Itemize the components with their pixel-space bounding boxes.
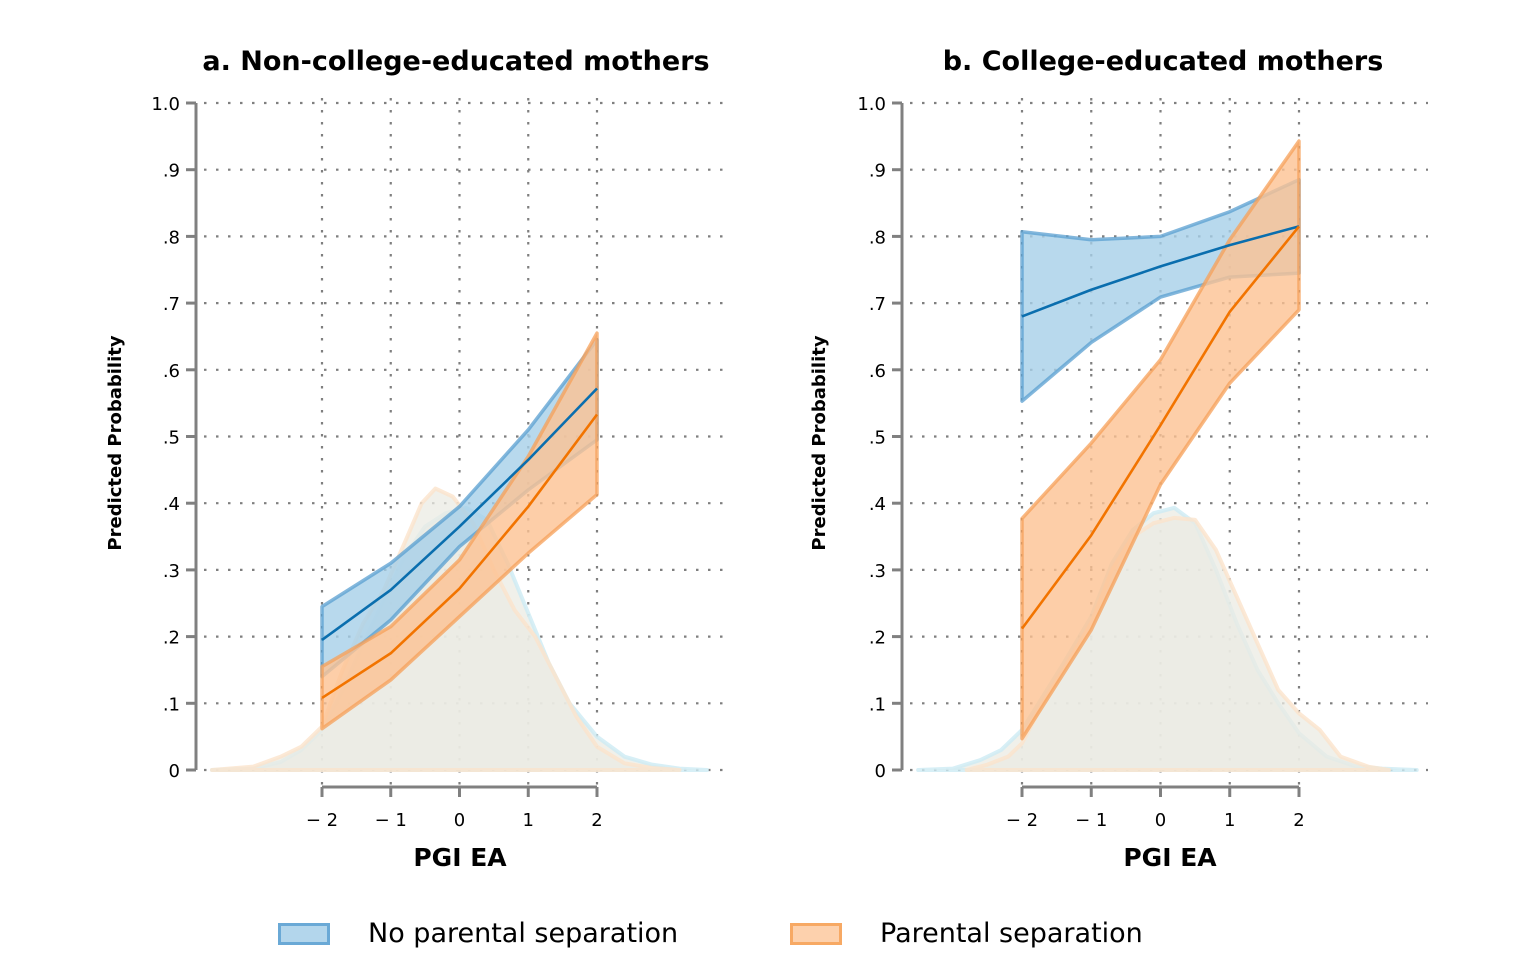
legend-item-no-separation: No parental separation xyxy=(278,918,678,949)
legend-label-no-separation: No parental separation xyxy=(368,918,679,949)
x-tick-label: − 1 xyxy=(1075,810,1107,831)
x-tick-label: − 1 xyxy=(375,810,407,831)
panel-b-density xyxy=(916,505,1419,772)
ci-band-sep xyxy=(1020,139,1301,741)
legend-swatch-no-separation xyxy=(278,922,330,945)
panel-a-lines xyxy=(321,387,599,700)
panel-b-y-axis-title: Predicted Probability xyxy=(809,335,830,550)
panel-a-x-tick-labels: − 2 − 1 0 1 2 xyxy=(306,810,603,831)
panel-a-title: a. Non-college-educated mothers xyxy=(202,46,709,77)
legend-item-separation: Parental separation xyxy=(790,918,1143,949)
x-tick-label: 1 xyxy=(1224,810,1235,831)
panel-b-bands xyxy=(1020,139,1301,741)
panel-a-axes xyxy=(186,101,599,797)
panel-b-axes xyxy=(892,101,1301,797)
line-sep xyxy=(321,413,599,700)
y-tick-label: .6 xyxy=(163,361,180,382)
y-tick-label: .8 xyxy=(869,227,886,248)
y-tick-label: .5 xyxy=(869,428,886,449)
panel-b-x-tick-labels: − 2 − 1 0 1 2 xyxy=(1006,810,1305,831)
line-no_sep xyxy=(1021,225,1300,318)
y-tick-label: .3 xyxy=(869,561,886,582)
panel-b-lines xyxy=(1020,225,1301,630)
y-tick-label: .4 xyxy=(163,494,180,515)
y-tick-label: .2 xyxy=(163,628,180,649)
panel-a: a. Non-college-educated mothers 0 .1 .2 .3.… xyxy=(105,46,724,872)
panel-a-y-tick-labels: 0 .1 .2 .3 .4 .5 .6 .7 .8 .9 1.0 xyxy=(151,94,180,782)
x-tick-label: 1 xyxy=(523,810,534,831)
y-tick-label: .7 xyxy=(869,294,886,315)
legend-swatch-separation xyxy=(790,922,842,945)
y-tick-label: .1 xyxy=(869,694,886,715)
y-tick-label: 0 xyxy=(875,761,886,782)
x-tick-label: − 2 xyxy=(1006,810,1038,831)
y-tick-label: .2 xyxy=(869,628,886,649)
panel-a-bands xyxy=(320,331,599,731)
y-tick-label: .7 xyxy=(163,294,180,315)
panel-b-x-axis-title: PGI EA xyxy=(1123,843,1217,872)
x-tick-label: 0 xyxy=(1155,810,1166,831)
y-tick-label: .4 xyxy=(869,494,886,515)
panel-b-y-tick-labels: 0 .1 .2 .3 .4 .5 .6 .7 .8 .9 1.0 xyxy=(857,94,886,782)
y-tick-label: 1.0 xyxy=(857,94,886,115)
line-sep xyxy=(1020,225,1301,630)
line-no_sep xyxy=(321,387,598,641)
panel-a-x-axis-title: PGI EA xyxy=(413,843,507,872)
y-tick-label: .5 xyxy=(163,428,180,449)
panel-b-title: b. College-educated mothers xyxy=(943,46,1384,77)
x-tick-label: 0 xyxy=(454,810,465,831)
panel-b: b. College-educated mothers 0 .1 .2 .3 .4 .5.… xyxy=(809,46,1428,872)
ci-band-sep xyxy=(320,331,599,731)
x-tick-label: 2 xyxy=(591,810,602,831)
y-tick-label: .3 xyxy=(163,561,180,582)
y-tick-label: .9 xyxy=(869,161,886,182)
legend-label-separation: Parental separation xyxy=(880,918,1143,949)
panel-a-y-axis-title: Predicted Probability xyxy=(105,335,126,550)
legend: No parental separation Parental separati… xyxy=(0,908,1524,958)
y-tick-label: .1 xyxy=(163,694,180,715)
y-tick-label: 1.0 xyxy=(151,94,180,115)
y-tick-label: .9 xyxy=(163,161,180,182)
x-tick-label: 2 xyxy=(1293,810,1304,831)
y-tick-label: .6 xyxy=(869,361,886,382)
x-tick-label: − 2 xyxy=(306,810,338,831)
y-tick-label: .8 xyxy=(163,227,180,248)
y-tick-label: 0 xyxy=(169,761,180,782)
